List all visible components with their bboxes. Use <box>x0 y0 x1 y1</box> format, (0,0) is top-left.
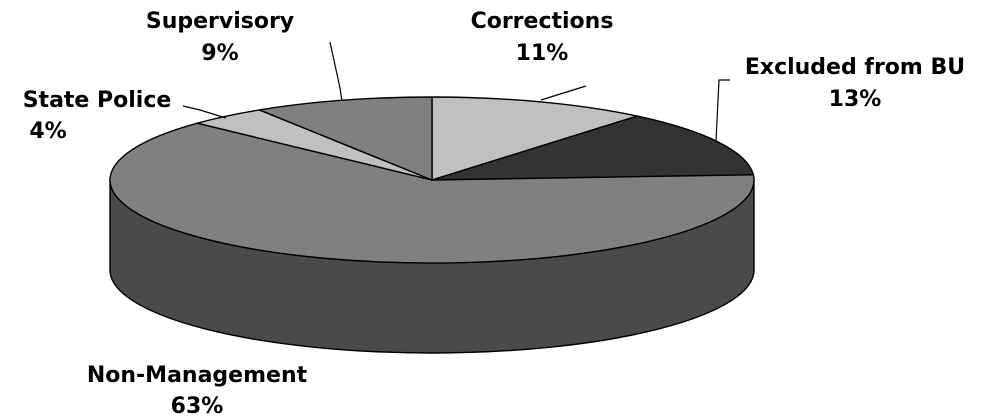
label-state-police-percent: 4% <box>29 119 66 144</box>
label-excluded-name: Excluded from BU <box>745 55 965 80</box>
leader-excluded-from-bu <box>715 79 730 142</box>
label-non-management-name: Non-Management <box>87 363 308 388</box>
slice-corrections <box>431 96 638 181</box>
leader-supervisory <box>329 41 343 102</box>
label-state-police-name: State Police <box>23 88 172 113</box>
slice-excluded-from-bu <box>431 115 755 181</box>
leader-state-police <box>182 105 227 119</box>
label-corrections-percent: 11% <box>516 41 569 66</box>
pie-slices <box>109 96 755 264</box>
label-supervisory-percent: 9% <box>201 41 238 66</box>
label-excluded-percent: 13% <box>829 87 882 112</box>
label-corrections-name: Corrections <box>471 9 614 34</box>
leader-corrections <box>540 85 587 101</box>
label-non-management-percent: 63% <box>171 394 224 419</box>
leader-lines <box>182 41 730 142</box>
slice-non-management <box>109 122 755 264</box>
slice-labels: Corrections 11% Excluded from BU 13% Non… <box>23 9 965 419</box>
label-supervisory-name: Supervisory <box>146 9 294 34</box>
